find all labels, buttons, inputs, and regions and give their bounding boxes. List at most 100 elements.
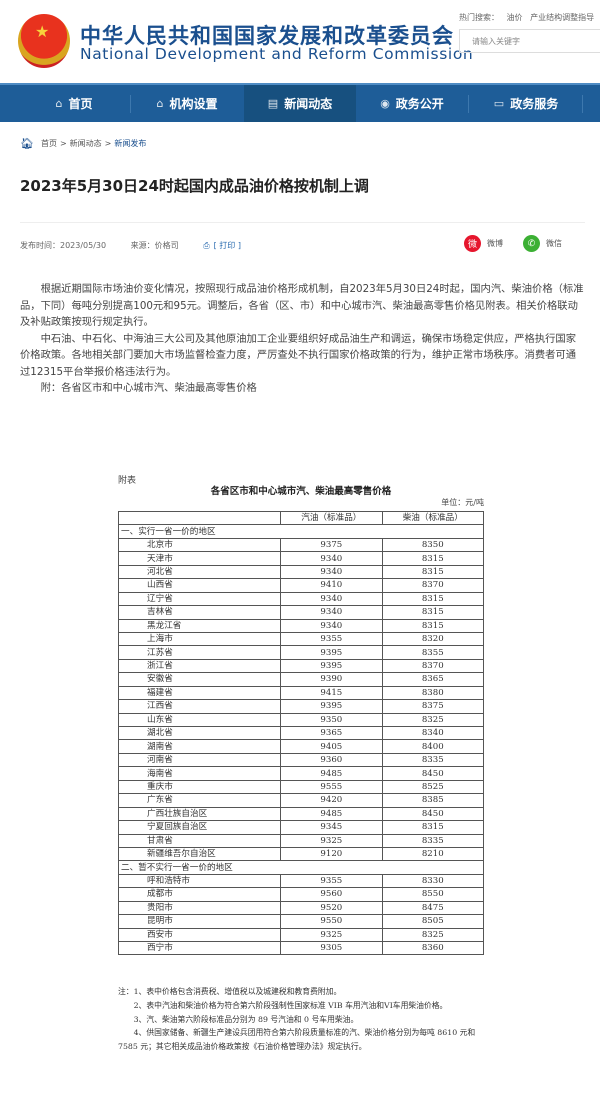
table-cell: 9390 <box>280 672 383 687</box>
table-cell: 9340 <box>280 551 383 566</box>
table-cell: 8315 <box>381 605 485 620</box>
table-row: 西安市 9325 8325 <box>117 927 485 943</box>
table-cell: 山东省 <box>117 712 282 728</box>
table-cell: 8325 <box>381 712 485 728</box>
breadcrumb-current[interactable]: 新闻发布 <box>114 139 147 148</box>
table-cell: 9325 <box>280 927 383 943</box>
table-row: 新疆维吾尔自治区 9120 8210 <box>117 846 485 862</box>
table-cell: 8525 <box>381 779 485 795</box>
table-row: 湖北省 9365 8340 <box>117 725 485 741</box>
table-row: 广东省 9420 8385 <box>117 793 485 808</box>
table-cell: 浙江省 <box>117 658 282 674</box>
table-row: 北京市 9375 8350 <box>117 537 485 553</box>
note: 3、汽、柴油第六阶段标准品分别为 89 号汽油和 0 号车用柴油。 <box>133 1014 359 1024</box>
table-cell: 8315 <box>381 564 485 580</box>
table-cell: 9365 <box>280 725 383 741</box>
table-cell: 9415 <box>280 685 383 701</box>
nav-divider <box>130 95 131 113</box>
table-cell: 8315 <box>381 820 485 835</box>
table-cell: 天津市 <box>117 551 282 566</box>
table-cell: 9375 <box>280 537 383 553</box>
table-cell: 9340 <box>280 605 383 620</box>
nav-divider <box>468 95 469 113</box>
nav-item-home[interactable]: ⌂ 首页 <box>20 85 128 122</box>
table-row: 湖南省 9405 8400 <box>117 739 485 754</box>
print-button[interactable]: ⎙[ 打印 ] <box>203 241 263 250</box>
share-wechat-button[interactable]: ✆ 微信 <box>523 235 562 252</box>
table-notes: 注：1、表中价格包含消费税、增值税以及城建税和教育费附加。 2、表中汽油和柴油价… <box>118 985 490 1054</box>
source: 来源：价格司 <box>130 241 179 250</box>
note: 2、表中汽油和柴油价格为符合第六阶段强制性国家标准 VIB 车用汽油和VI车用柴… <box>133 1000 448 1010</box>
publish-time: 发布时间：2023/05/30 <box>20 241 107 250</box>
table-row: 天津市 9340 8315 <box>117 551 485 566</box>
attachment-label: 附表 <box>118 476 137 486</box>
table-cell: 9340 <box>280 591 383 607</box>
table-cell: 9305 <box>280 940 383 956</box>
breadcrumb-link[interactable]: 新闻动态 <box>69 139 102 148</box>
nav-item-organization[interactable]: ⌂ 机构设置 <box>131 85 243 122</box>
home-icon[interactable]: 🏠︎ <box>20 137 34 150</box>
table-cell: 9395 <box>280 658 383 674</box>
table-cell: 9560 <box>280 887 383 902</box>
hot-search-label: 热门搜索： <box>459 13 499 22</box>
divider <box>20 222 585 223</box>
table-cell: 宁夏回族自治区 <box>117 820 282 835</box>
table-cell: 8325 <box>381 927 485 943</box>
table-cell: 8400 <box>381 739 485 754</box>
table-cell: 8335 <box>381 752 485 768</box>
hot-search: 热门搜索： 油价 产业结构调整指导 <box>459 12 599 23</box>
table-section-row: 一、实行一省一价的地区 <box>118 524 484 539</box>
site-name-en[interactable]: National Development and Reform Commissi… <box>80 45 474 63</box>
table-cell: 西安市 <box>117 927 282 943</box>
breadcrumb-link[interactable]: 首页 <box>40 139 57 148</box>
paragraph: 根据近期国际市场油价变化情况，按照现行成品油价格形成机制，自2023年5月30日… <box>20 283 584 328</box>
nav-item-public-affairs[interactable]: ◉ 政务公开 <box>356 85 468 122</box>
table-cell: 9550 <box>280 914 383 929</box>
table-row: 昆明市 9550 8505 <box>117 914 485 929</box>
table-cell: 9420 <box>280 793 383 808</box>
national-emblem-logo[interactable]: ★ <box>18 14 70 68</box>
table-title: 各省区市和中心城市汽、柴油最高零售价格 <box>210 486 392 497</box>
main-nav: ⌂ 首页 ⌂ 机构设置 ▤ 新闻动态 ◉ 政务公开 ▭ 政务服务 <box>0 83 600 122</box>
site-name-cn[interactable]: 中华人民共和国国家发展和改革委员会 <box>80 24 454 48</box>
search-input[interactable]: 请输入关键字 <box>459 29 600 53</box>
table-cell: 重庆市 <box>117 779 282 795</box>
table-cell: 河南省 <box>117 752 282 768</box>
table-row: 安徽省 9390 8365 <box>117 672 485 687</box>
table-cell: 9395 <box>280 699 383 714</box>
table-cell: 上海市 <box>117 631 282 647</box>
share-label: 微博 <box>487 239 503 248</box>
home-icon: ⌂ <box>55 97 63 110</box>
table-section-row: 二、暂不实行一省一价的地区 <box>118 860 484 875</box>
table-cell: 湖北省 <box>117 725 282 741</box>
table-cell: 河北省 <box>117 564 282 580</box>
table-cell: 8315 <box>381 591 485 607</box>
table-cell: 8450 <box>381 806 485 822</box>
table-cell: 辽宁省 <box>117 591 282 607</box>
paragraph: 中石油、中石化、中海油三大公司及其他原油加工企业要组织好成品油生产和调运，确保市… <box>20 332 577 378</box>
table-row: 山东省 9350 8325 <box>117 712 485 728</box>
table-cell: 8550 <box>381 887 485 902</box>
table-cell: 9345 <box>280 820 383 835</box>
site-header: ★ 中华人民共和国国家发展和改革委员会 National Development… <box>0 0 600 82</box>
share-weibo-button[interactable]: 微微博 <box>464 235 503 252</box>
nav-label: 首页 <box>68 97 93 111</box>
table-row: 黑龙江省 9340 8315 <box>117 618 485 633</box>
table-cell: 9325 <box>280 833 383 848</box>
table-cell: 8335 <box>381 833 485 848</box>
nav-item-news[interactable]: ▤ 新闻动态 <box>244 85 356 122</box>
table-cell: 8380 <box>381 685 485 701</box>
hot-search-link[interactable]: 产业结构调整指导 <box>530 13 595 22</box>
table-row: 上海市 9355 8320 <box>117 631 485 647</box>
table-row: 河北省 9340 8315 <box>117 564 485 580</box>
section-title: 一、实行一省一价的地区 <box>118 524 484 539</box>
table-unit: 单位：元/吨 <box>441 498 484 507</box>
table-row: 宁夏回族自治区 9345 8315 <box>117 820 485 835</box>
hot-search-link[interactable]: 油价 <box>506 13 523 22</box>
nav-item-services[interactable]: ▭ 政务服务 <box>470 85 582 122</box>
print-label: [ 打印 ] <box>213 241 241 250</box>
breadcrumb-separator: > <box>104 139 112 148</box>
table-cell: 汽油（标准品） <box>280 510 383 526</box>
table-cell: 8210 <box>381 846 485 862</box>
building-icon: ⌂ <box>156 97 164 110</box>
